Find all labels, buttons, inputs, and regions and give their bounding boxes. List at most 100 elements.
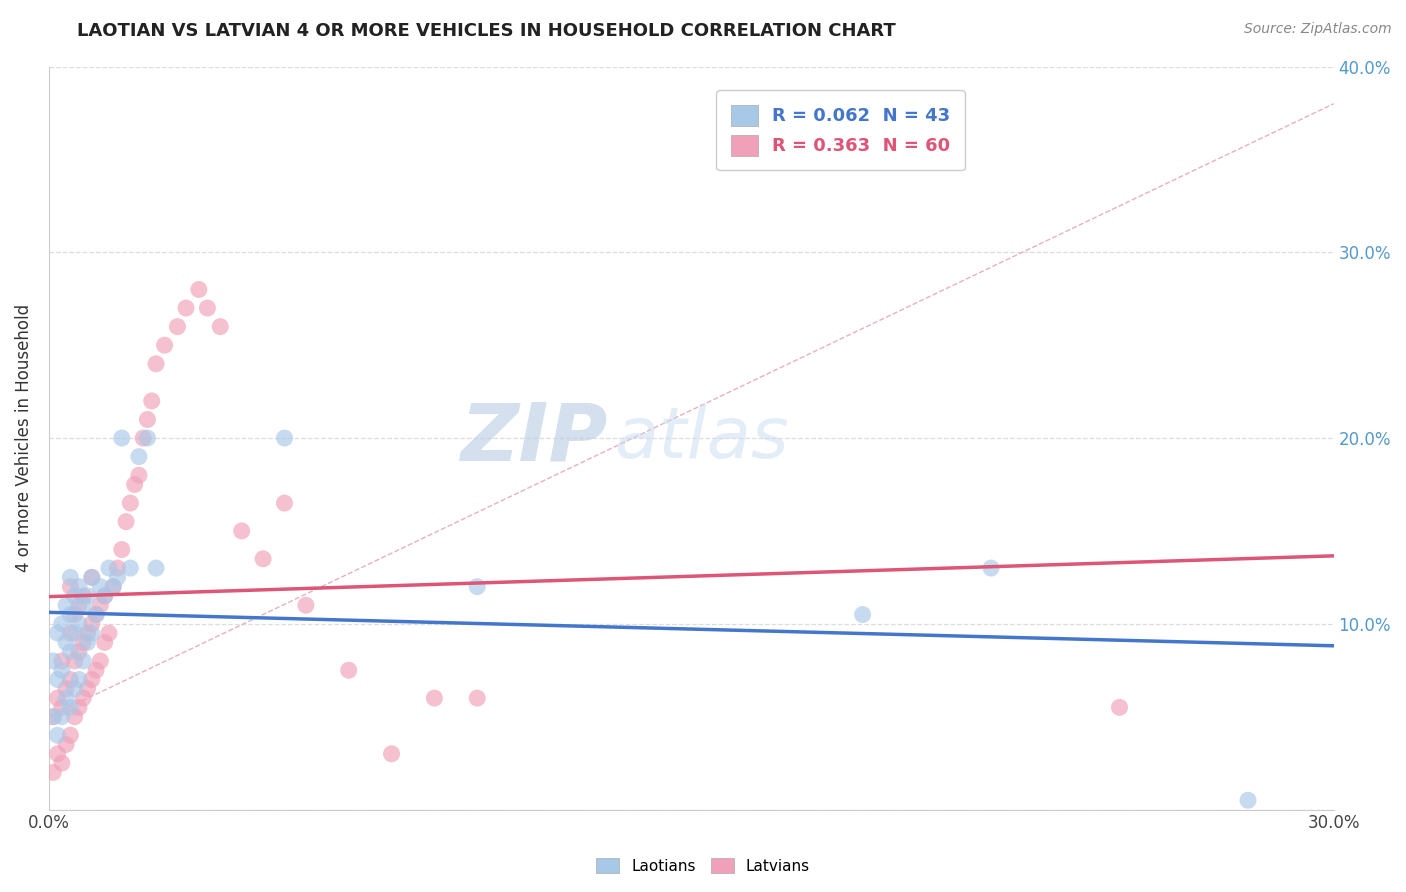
Point bbox=[59, 626, 82, 640]
Point bbox=[76, 681, 98, 696]
Point bbox=[107, 570, 129, 584]
Point bbox=[59, 607, 82, 622]
Point bbox=[153, 338, 176, 352]
Point bbox=[51, 663, 73, 677]
Point bbox=[120, 561, 142, 575]
Point bbox=[76, 635, 98, 649]
Point bbox=[89, 654, 111, 668]
Point bbox=[103, 580, 125, 594]
Point bbox=[852, 607, 875, 622]
Point bbox=[59, 580, 82, 594]
Point bbox=[132, 431, 155, 445]
Point bbox=[42, 709, 65, 723]
Point bbox=[59, 700, 82, 714]
Point bbox=[67, 599, 90, 613]
Point bbox=[72, 635, 94, 649]
Point bbox=[1108, 700, 1130, 714]
Point bbox=[72, 599, 94, 613]
Text: LAOTIAN VS LATVIAN 4 OR MORE VEHICLES IN HOUSEHOLD CORRELATION CHART: LAOTIAN VS LATVIAN 4 OR MORE VEHICLES IN… bbox=[77, 22, 896, 40]
Point bbox=[80, 616, 103, 631]
Point bbox=[67, 645, 90, 659]
Point bbox=[209, 319, 232, 334]
Text: Source: ZipAtlas.com: Source: ZipAtlas.com bbox=[1244, 22, 1392, 37]
Point bbox=[46, 673, 69, 687]
Point bbox=[136, 431, 159, 445]
Point bbox=[72, 654, 94, 668]
Point bbox=[145, 561, 167, 575]
Point bbox=[51, 756, 73, 770]
Point bbox=[141, 393, 163, 408]
Point bbox=[128, 450, 150, 464]
Point bbox=[51, 616, 73, 631]
Legend: R = 0.062  N = 43, R = 0.363  N = 60: R = 0.062 N = 43, R = 0.363 N = 60 bbox=[717, 90, 965, 170]
Point bbox=[1237, 793, 1260, 807]
Point bbox=[295, 599, 318, 613]
Point bbox=[93, 589, 115, 603]
Point bbox=[55, 599, 77, 613]
Point bbox=[273, 496, 295, 510]
Point bbox=[80, 626, 103, 640]
Point bbox=[89, 580, 111, 594]
Point bbox=[89, 599, 111, 613]
Point bbox=[59, 570, 82, 584]
Point bbox=[273, 431, 295, 445]
Point bbox=[93, 589, 115, 603]
Text: atlas: atlas bbox=[614, 403, 789, 473]
Point bbox=[80, 570, 103, 584]
Point bbox=[59, 728, 82, 742]
Text: ZIP: ZIP bbox=[460, 399, 607, 477]
Point bbox=[59, 645, 82, 659]
Point bbox=[59, 673, 82, 687]
Point bbox=[136, 412, 159, 426]
Point bbox=[187, 283, 209, 297]
Point bbox=[197, 301, 219, 315]
Point bbox=[72, 589, 94, 603]
Point bbox=[42, 709, 65, 723]
Point bbox=[465, 691, 488, 706]
Point bbox=[166, 319, 188, 334]
Y-axis label: 4 or more Vehicles in Household: 4 or more Vehicles in Household bbox=[15, 304, 32, 572]
Point bbox=[46, 691, 69, 706]
Point bbox=[67, 580, 90, 594]
Point bbox=[76, 626, 98, 640]
Point bbox=[55, 691, 77, 706]
Point bbox=[97, 626, 120, 640]
Point bbox=[42, 654, 65, 668]
Point bbox=[63, 654, 86, 668]
Point bbox=[63, 626, 86, 640]
Point bbox=[84, 607, 107, 622]
Point bbox=[465, 580, 488, 594]
Point bbox=[55, 681, 77, 696]
Point bbox=[174, 301, 197, 315]
Point bbox=[55, 738, 77, 752]
Point bbox=[423, 691, 446, 706]
Point bbox=[252, 551, 274, 566]
Point bbox=[337, 663, 360, 677]
Point bbox=[46, 728, 69, 742]
Point bbox=[63, 589, 86, 603]
Point bbox=[51, 700, 73, 714]
Point bbox=[128, 468, 150, 483]
Point bbox=[63, 709, 86, 723]
Point bbox=[120, 496, 142, 510]
Point bbox=[980, 561, 1002, 575]
Point bbox=[80, 673, 103, 687]
Point bbox=[231, 524, 253, 538]
Point bbox=[51, 709, 73, 723]
Point bbox=[51, 654, 73, 668]
Point bbox=[107, 561, 129, 575]
Point bbox=[80, 570, 103, 584]
Point bbox=[42, 765, 65, 780]
Point bbox=[67, 616, 90, 631]
Legend: Laotians, Latvians: Laotians, Latvians bbox=[589, 852, 817, 880]
Point bbox=[145, 357, 167, 371]
Point bbox=[72, 691, 94, 706]
Point bbox=[97, 561, 120, 575]
Point bbox=[380, 747, 402, 761]
Point bbox=[111, 431, 134, 445]
Point bbox=[93, 635, 115, 649]
Point bbox=[76, 589, 98, 603]
Point bbox=[46, 626, 69, 640]
Point bbox=[55, 635, 77, 649]
Point bbox=[111, 542, 134, 557]
